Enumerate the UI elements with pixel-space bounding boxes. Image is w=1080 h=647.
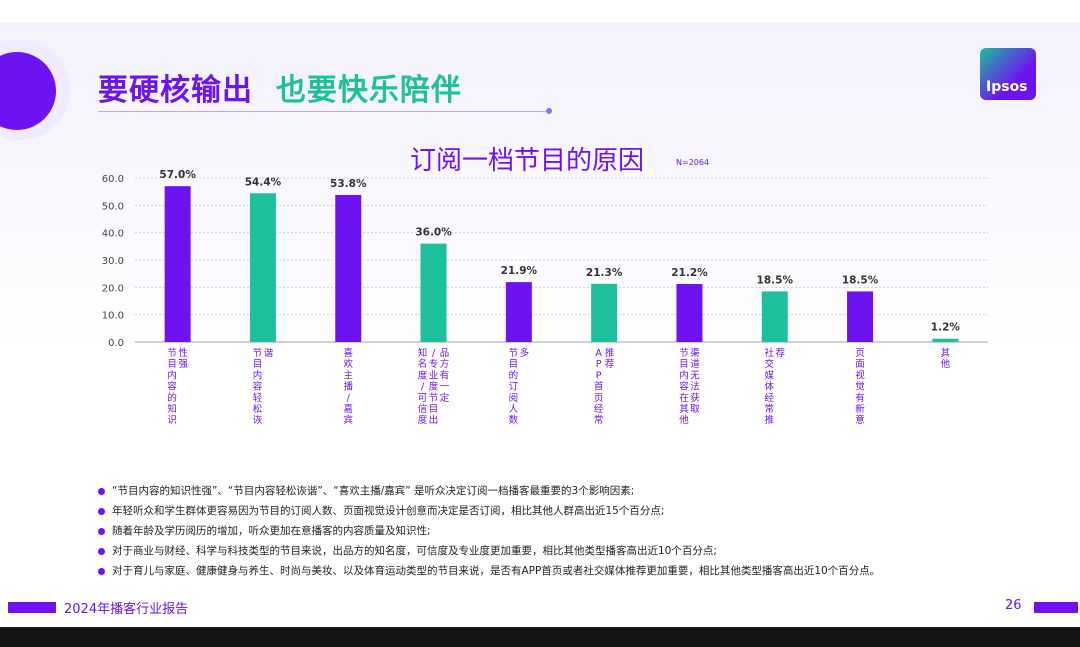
x-tick-label: 其他: [941, 348, 951, 370]
data-label: 18.5%: [842, 274, 879, 286]
y-tick-label: 20.0: [102, 283, 124, 294]
bar: [249, 193, 276, 342]
chart-title: 订阅一档节目的原因: [410, 146, 645, 176]
bar: [335, 194, 362, 342]
footer-report-title: 2024年播客行业报告: [64, 602, 189, 617]
x-tick-label: A P P 首页经常推荐: [594, 347, 615, 426]
bullet-item: “节目内容的知识性强”、“节目内容轻松诙谐”、“喜欢主播/嘉宾” 是听众决定订阅…: [98, 481, 880, 501]
y-tick-label: 30.0: [102, 256, 124, 267]
y-tick-label: 0.0: [108, 338, 124, 349]
data-label: 57.0%: [159, 169, 196, 181]
x-tick-label: 节目内容轻松诙谐: [253, 348, 274, 426]
data-label: 1.2%: [931, 322, 961, 334]
data-label: 18.5%: [757, 274, 794, 286]
data-label: 54.4%: [245, 176, 282, 188]
y-tick-label: 50.0: [102, 201, 124, 212]
bullet-item: 对于育儿与家庭、健康健身与养生、时尚与美妆、以及体育运动类型的节目来说，是否有A…: [98, 561, 880, 581]
y-tick-label: 40.0: [102, 229, 124, 240]
bar: [505, 282, 532, 342]
x-tick-label: 节目内容在其他渠道无法获取: [679, 347, 700, 426]
bar: [847, 291, 874, 342]
logo-text: Ipsos: [986, 79, 1028, 95]
bullet-item: 对于商业与财经、科学与科技类型的节目来说，出品方的知名度，可信度及专业度更加重要…: [98, 541, 880, 561]
bar: [932, 338, 959, 342]
bar: [420, 243, 447, 342]
footer-left-bar: [8, 602, 56, 613]
x-tick-label: 知名度/可信度/专业度节目出品方有一定: [418, 347, 450, 426]
data-label: 36.0%: [415, 227, 452, 239]
bar: [591, 283, 618, 342]
chart-sample-note: N=2064: [676, 158, 710, 167]
title-part-1: 要硬核输出: [98, 73, 253, 108]
x-tick-label: 喜欢主播/嘉宾: [343, 347, 353, 426]
data-label: 53.8%: [330, 178, 367, 190]
bar: [164, 186, 191, 342]
data-label: 21.2%: [671, 267, 708, 279]
x-tick-label: 节目内容的知识性强: [167, 347, 188, 426]
y-tick-label: 60.0: [102, 174, 124, 185]
bar: [676, 284, 703, 342]
x-tick-label: 社交媒体经常推荐: [764, 347, 785, 426]
x-tick-label: 节目的订阅人数多: [509, 347, 530, 426]
x-tick-label: 页面视觉有新意: [855, 348, 865, 426]
bullet-item: 年轻听众和学生群体更容易因为节目的订阅人数、页面视觉设计创意而决定是否订阅，相比…: [98, 501, 880, 521]
footer-right-bar: [1034, 602, 1078, 613]
slide-title: 要硬核输出 也要快乐陪伴: [98, 65, 462, 109]
bar: [761, 291, 788, 342]
data-label: 21.9%: [501, 265, 538, 277]
y-tick-label: 10.0: [102, 311, 124, 322]
ipsos-logo: Ipsos: [980, 48, 1036, 100]
bullet-item: 随着年龄及学历阅历的增加，听众更加在意播客的内容质量及知识性;: [98, 521, 880, 541]
title-part-2: 也要快乐陪伴: [275, 73, 462, 108]
bottom-bar: [0, 627, 1080, 647]
title-underline: [98, 111, 550, 112]
data-label: 21.3%: [586, 267, 623, 279]
bullet-list: “节目内容的知识性强”、“节目内容轻松诙谐”、“喜欢主播/嘉宾” 是听众决定订阅…: [98, 481, 880, 581]
page-number: 26: [1005, 598, 1022, 613]
title-underline-dot: [546, 108, 552, 114]
bar-chart: 0.0 10.0 20.0 30.0 40.0 50.0 60.0 57.0% 节目内容的知识性…: [102, 169, 988, 426]
